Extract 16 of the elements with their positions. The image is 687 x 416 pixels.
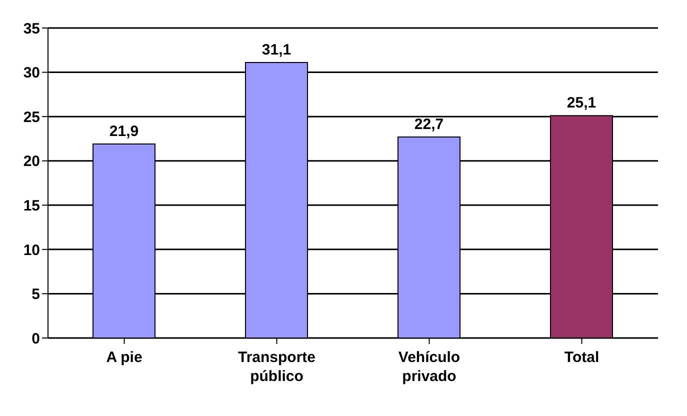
y-tick-label: 15 [23, 197, 40, 214]
y-tick-label: 20 [23, 153, 40, 170]
x-tick-label: Transporte público [238, 349, 316, 385]
y-tick-label: 10 [23, 242, 40, 259]
x-tick-label: Total [564, 349, 600, 366]
y-tick-label: 35 [23, 20, 40, 38]
y-tick-label: 30 [23, 64, 40, 82]
data-label: 25,1 [566, 94, 596, 112]
x-tick-label: A pie [106, 349, 142, 366]
data-label: 21,9 [109, 123, 139, 140]
y-tick-label: 0 [32, 330, 40, 348]
data-label: 22,7 [414, 116, 444, 133]
data-label: 31,1 [262, 42, 292, 59]
y-tick-label: 5 [32, 286, 40, 304]
x-tick-label: Vehículo privado [398, 349, 460, 385]
y-tick-label: 25 [23, 108, 40, 126]
